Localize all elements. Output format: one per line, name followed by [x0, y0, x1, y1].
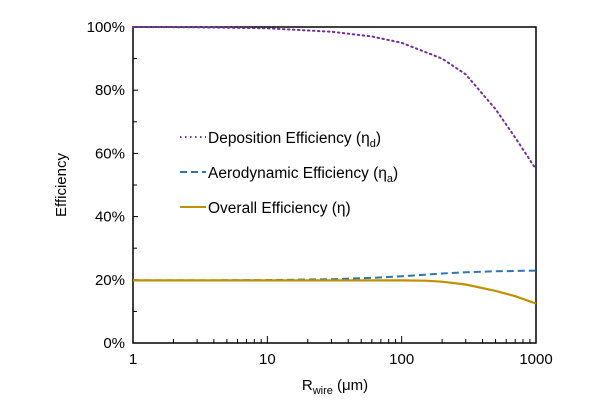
y-tick-label: 40%	[95, 209, 125, 226]
series-line-2	[133, 279, 537, 305]
legend-label-1: Aerodynamic Efficiency (ηa)	[208, 165, 398, 185]
y-tick-label: 80%	[95, 82, 125, 99]
y-tick-label: 60%	[95, 145, 125, 162]
series-line-0	[132, 26, 537, 171]
legend-label-2: Overall Efficiency (η)	[208, 200, 351, 217]
y-tick-label: 0%	[103, 335, 125, 352]
x-tick-label: 100	[389, 351, 414, 368]
y-axis-label: Efficiency	[53, 153, 70, 217]
y-tick-label: 20%	[95, 272, 125, 289]
x-axis-label: Rwire (μm)	[302, 377, 368, 397]
x-tick-label: 10	[259, 351, 276, 368]
y-tick-label: 100%	[87, 19, 125, 36]
x-tick-label: 1000	[519, 351, 552, 368]
series-line-1	[133, 269, 537, 282]
x-tick-label: 1	[129, 351, 137, 368]
plot-frame	[132, 26, 537, 344]
legend-label-0: Deposition Efficiency (ηd)	[208, 130, 381, 150]
